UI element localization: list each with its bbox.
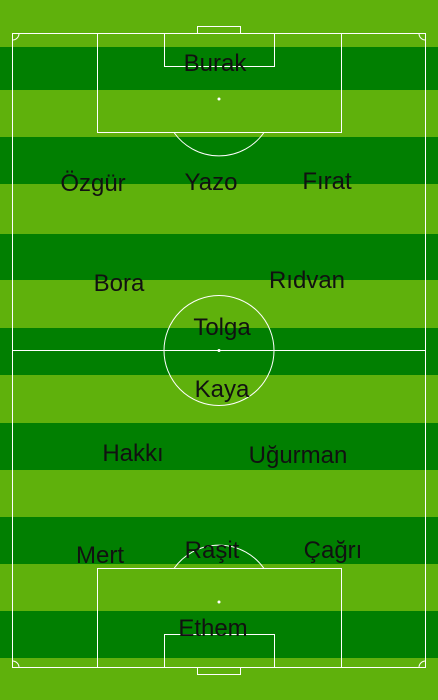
bottom-penalty-spot <box>217 600 221 604</box>
top-penalty-area <box>97 33 342 133</box>
player-goalkeeper-bottom: Ethem <box>178 615 248 642</box>
center-circle <box>163 295 275 406</box>
pitch-stripe <box>0 234 438 280</box>
player-defender-top-center: Yazo <box>184 169 238 196</box>
bottom-goal <box>197 667 241 675</box>
bottom-penalty-arc <box>173 544 265 569</box>
player-defender-top-right: Fırat <box>302 168 352 195</box>
pitch-stripe <box>0 47 438 90</box>
player-midfielder-top-left: Bora <box>93 270 145 297</box>
pitch-stripe <box>0 517 438 564</box>
pitch-stripe <box>0 470 438 517</box>
center-spot <box>217 349 221 352</box>
player-midfielder-bottom-left: Hakkı <box>102 440 164 467</box>
top-penalty-spot <box>217 97 221 101</box>
pitch-stripe <box>0 423 438 470</box>
player-defender-bottom-left: Mert <box>76 542 124 569</box>
pitch-stripe <box>0 658 438 700</box>
corner-arc <box>418 660 426 668</box>
player-defender-top-left: Özgür <box>60 170 126 197</box>
player-forward-top: Tolga <box>193 314 251 341</box>
pitch-stripe <box>0 375 438 423</box>
player-defender-bottom-right: Çağrı <box>303 537 363 564</box>
corner-arc <box>12 33 20 41</box>
pitch-stripe <box>0 280 438 328</box>
top-goal <box>197 26 241 34</box>
bottom-goal-area <box>164 634 275 668</box>
player-defender-bottom-center: Raşit <box>184 537 240 564</box>
player-midfielder-bottom-right: Uğurman <box>248 442 348 469</box>
corner-arc <box>418 33 426 41</box>
player-goalkeeper-top: Burak <box>183 50 247 77</box>
player-midfielder-top-right: Rıdvan <box>268 267 346 294</box>
pitch-stripe <box>0 0 438 47</box>
pitch-stripe <box>0 137 438 184</box>
top-penalty-arc <box>173 132 265 157</box>
top-goal-area <box>164 33 275 67</box>
corner-arc <box>12 660 20 668</box>
pitch-stripe <box>0 184 438 234</box>
player-forward-bottom: Kaya <box>194 376 250 403</box>
